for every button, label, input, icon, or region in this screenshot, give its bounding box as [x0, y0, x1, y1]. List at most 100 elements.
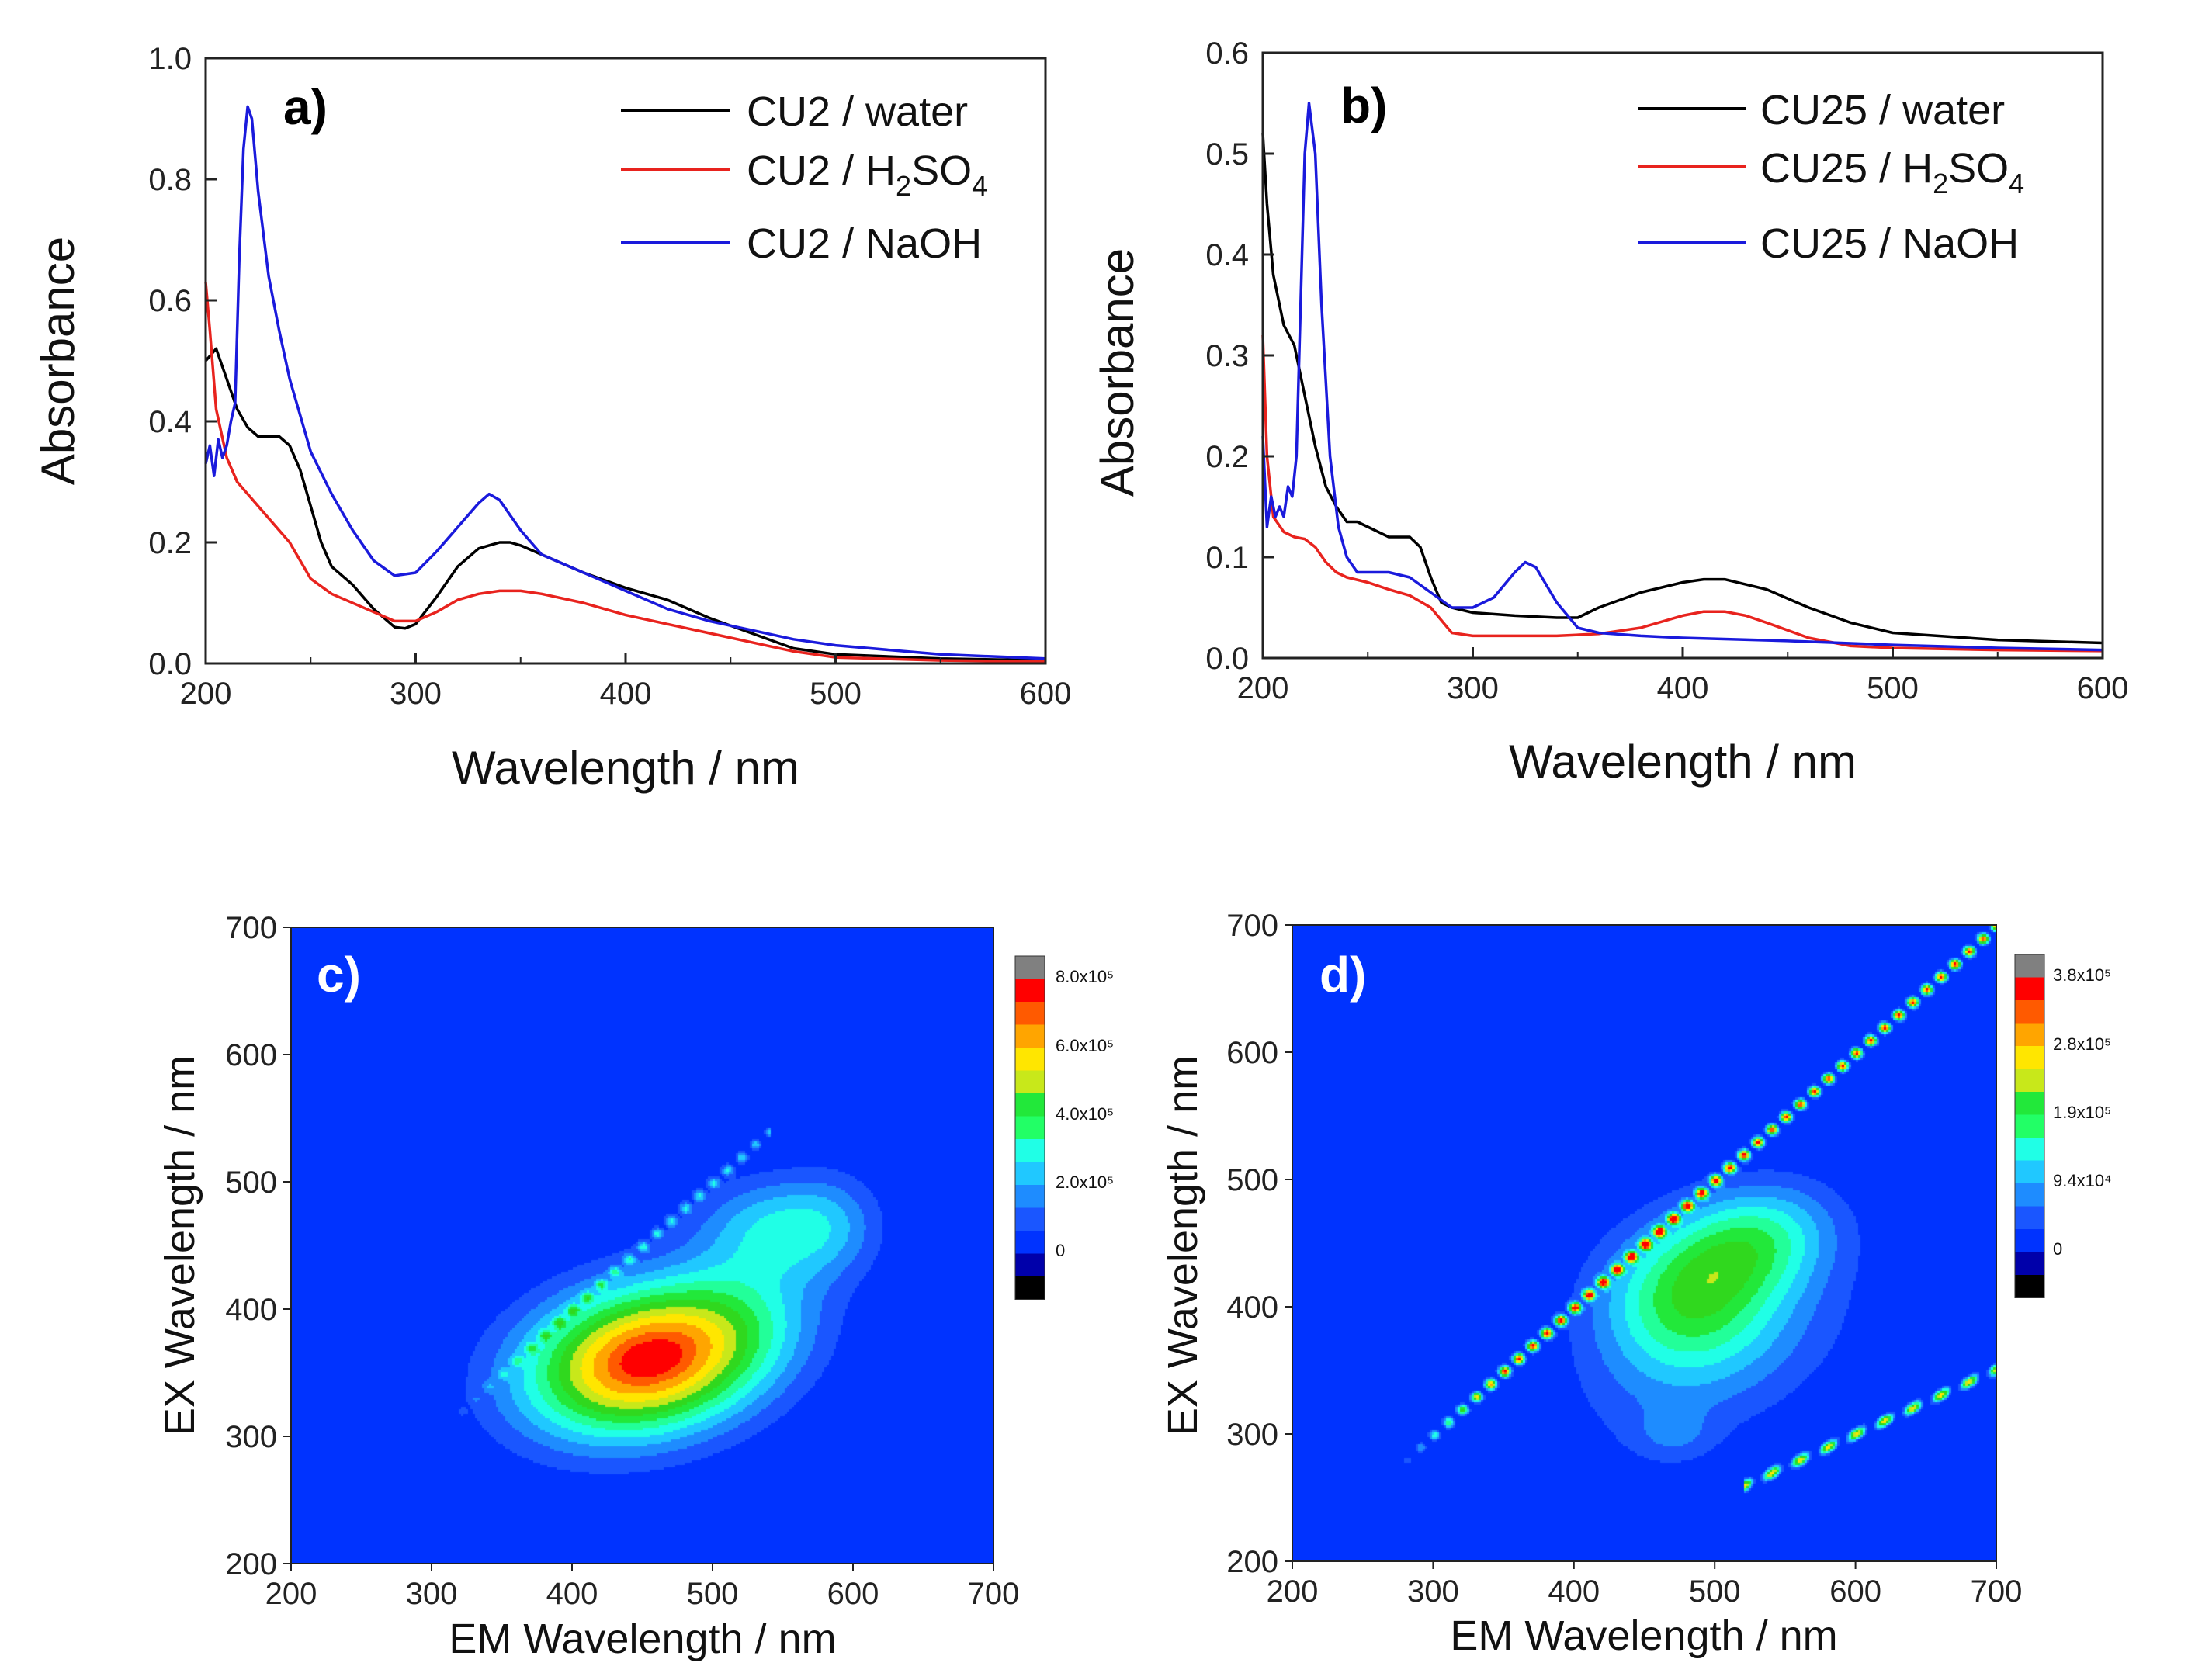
panel-d-heatmap: [1292, 925, 1996, 1561]
panel-a-ticks: 200 300 400 500 600 0.0 0.2 0.4 0.6 0.8 1.0: [148, 42, 1071, 711]
panel-d-x-tick-label: 600: [1829, 1574, 1881, 1609]
panel-a-y-axis-title: Absorbance: [32, 237, 84, 485]
panel-c-colorbar-segment: [1015, 1162, 1045, 1186]
panel-c-colorbar-segment: [1015, 1048, 1045, 1071]
panel-a-x-tick-label: 600: [1020, 677, 1072, 711]
panel-c-x-tick-label: 400: [546, 1577, 598, 1611]
panel-c-colorbar-segment: [1015, 1093, 1045, 1117]
panel-c-label: c): [317, 947, 361, 1003]
panel-d-ticks: 200 300 400 500 600 700 200 300 400 500 600 700: [1226, 909, 2022, 1609]
panel-b-legend-h2so4: CU25 / H2SO4: [1760, 145, 2024, 199]
panel-d-colorbar-segment: [2015, 1114, 2044, 1138]
panel-d-y-tick-label: 400: [1226, 1290, 1278, 1325]
panel-a-y-tick-label: 0.6: [148, 284, 192, 318]
panel-d-y-tick-label: 200: [1226, 1545, 1278, 1579]
panel-b-y-tick-label: 0.3: [1205, 339, 1249, 373]
panel-c-plot-frame: [290, 927, 994, 1564]
panel-d-colorbar-segment: [2015, 1023, 2044, 1047]
panel-a-y-tick-label: 1.0: [148, 42, 192, 76]
panel-c-x-tick-label: 300: [406, 1577, 458, 1611]
panel-c-colorbar-segment: [1015, 956, 1045, 979]
panel-b-series-1: [1261, 334, 2103, 653]
panel-b-series-lines: [1261, 102, 2103, 653]
panel-b-y-tick-label: 0.4: [1205, 238, 1249, 272]
panel-b-x-tick-label: 500: [1867, 671, 1919, 705]
panel-a-x-tick-label: 500: [810, 677, 862, 711]
panel-c-colorbar-segment: [1015, 1185, 1045, 1208]
panel-d-colorbar-label-5: 0: [2053, 1239, 2062, 1259]
panel-c-heatmap-container: [291, 927, 993, 1564]
panel-d-y-tick-label: 600: [1226, 1036, 1278, 1070]
panel-d-x-tick-label: 200: [1267, 1574, 1319, 1609]
panel-c-colorbar-frame: [1014, 955, 1045, 1300]
panel-a-legend-water: CU2 / water: [747, 88, 968, 135]
panel-c-heatmap: [291, 927, 993, 1564]
panel-c-colorbar-segment: [1015, 1024, 1045, 1048]
panel-d-colorbar-frame: [2014, 954, 2045, 1298]
panel-d-colorbar-segment: [2015, 1138, 2044, 1161]
panel-c-y-tick-label: 300: [225, 1420, 277, 1454]
panel-d-colorbar-segment: [2015, 1206, 2044, 1230]
panel-d-colorbar-segment: [2015, 977, 2044, 1001]
panel-c-x-axis-title: EM Wavelength / nm: [449, 1616, 836, 1662]
panel-a-x-tick-label: 200: [180, 677, 232, 711]
panel-a-y-tick-label: 0.8: [148, 163, 192, 197]
panel-c-colorbar-segment: [1015, 1253, 1045, 1277]
panel-c-y-tick-label: 600: [225, 1038, 277, 1072]
panel-c-colorbar-label-2: 6.0x10⁵: [1056, 1036, 1114, 1055]
panel-d-colorbar-label-2: 2.8x10⁵: [2053, 1034, 2111, 1054]
panel-d-y-tick-label: 300: [1226, 1418, 1278, 1452]
panel-d-y-tick-label: 700: [1226, 909, 1278, 943]
panel-c-y-tick-label: 400: [225, 1293, 277, 1327]
panel-c-colorbar-label-1: 8.0x10⁵: [1056, 967, 1114, 986]
panel-c-y-axis-title: EX Wavelength / nm: [157, 1055, 203, 1436]
panel-a-series-2: [204, 105, 1046, 660]
panel-c-colorbar-label-3: 4.0x10⁵: [1056, 1104, 1114, 1124]
panel-b-series-2: [1261, 102, 2103, 652]
panel-d-heatmap-container: [1292, 925, 1996, 1561]
panel-b-legend-naoh: CU25 / NaOH: [1760, 220, 2019, 267]
panel-d-colorbar-label-4: 9.4x10⁴: [2053, 1171, 2112, 1190]
panel-a-y-tick-label: 0.2: [148, 526, 192, 560]
panel-d-colorbar-segment: [2015, 1092, 2044, 1115]
panel-c-y-tick-label: 200: [225, 1547, 277, 1581]
panel-b-y-tick-label: 0.1: [1205, 541, 1249, 575]
panel-a-y-tick-label: 0.4: [148, 405, 192, 439]
panel-c-x-tick-label: 500: [687, 1577, 739, 1611]
panel-d-colorbar-segment: [2015, 1275, 2044, 1298]
panel-a-x-tick-label: 400: [600, 677, 652, 711]
panel-b-y-axis-title: Absorbance: [1091, 248, 1143, 497]
panel-d-colorbar-segment: [2015, 1160, 2044, 1184]
panel-a-x-tick-label: 300: [390, 677, 442, 711]
panel-d-y-axis-title: EX Wavelength / nm: [1160, 1055, 1206, 1436]
panel-a-series-lines: [204, 105, 1046, 663]
panel-b-y-tick-label: 0.6: [1205, 36, 1249, 71]
panel-d-colorbar-segment: [2015, 1229, 2044, 1252]
panel-d-colorbar-segment: [2015, 1252, 2044, 1276]
panel-c-colorbar-label-5: 0: [1056, 1241, 1065, 1260]
panel-d-colorbar-label-3: 1.9x10⁵: [2053, 1103, 2111, 1122]
panel-a-legend-naoh: CU2 / NaOH: [747, 220, 982, 267]
panel-c-colorbar: [1014, 955, 1045, 1300]
panel-d-x-axis-title: EM Wavelength / nm: [1450, 1612, 1837, 1659]
panel-b-y-tick-label: 0.5: [1205, 137, 1249, 171]
panel-b-plot-frame: [1261, 51, 2104, 660]
panel-c-colorbar-segment: [1015, 1276, 1045, 1300]
panel-c-y-tick-label: 700: [225, 911, 277, 945]
panel-c-colorbar-segment: [1015, 1002, 1045, 1025]
panel-b-y-tick-label: 0.2: [1205, 440, 1249, 474]
panel-b-series-0: [1261, 133, 2103, 645]
panel-b-x-tick-label: 600: [2077, 671, 2129, 705]
panel-d-colorbar-segment: [2015, 1183, 2044, 1207]
panel-b-y-tick-label: 0.0: [1205, 642, 1249, 676]
panel-d-colorbar: [2014, 954, 2045, 1298]
panel-c-colorbar-segment: [1015, 979, 1045, 1003]
panel-d-colorbar-label-1: 3.8x10⁵: [2053, 965, 2111, 985]
panel-b-legend-water: CU25 / water: [1760, 87, 2005, 133]
panel-c-colorbar-segment: [1015, 1070, 1045, 1094]
panel-a: 200 300 400 500 600 0.0 0.2 0.4 0.6 0.8 1.0 a) Wav…: [32, 42, 1071, 794]
panel-d-colorbar-segment: [2015, 954, 2044, 978]
panel-d-y-tick-label: 500: [1226, 1163, 1278, 1197]
